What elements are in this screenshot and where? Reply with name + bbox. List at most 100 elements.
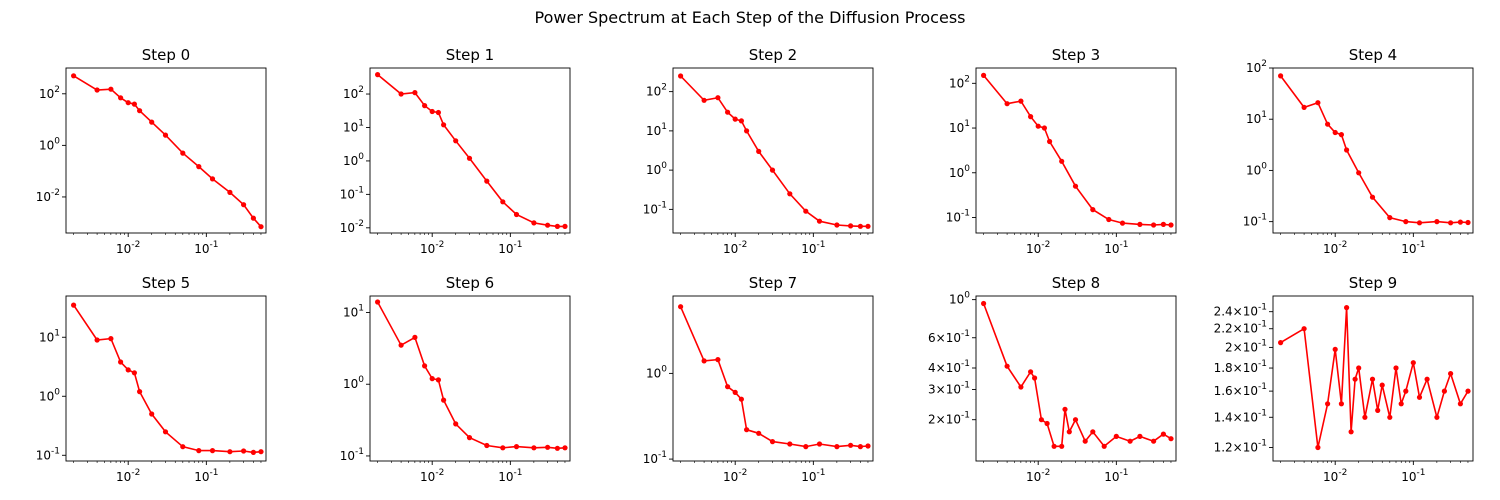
data-point: [1393, 365, 1399, 371]
data-point: [71, 302, 77, 308]
data-point: [375, 72, 381, 78]
data-point: [1066, 429, 1072, 435]
data-point: [94, 337, 100, 343]
series-line: [679, 306, 869, 448]
data-point: [196, 164, 202, 170]
data-point: [1119, 220, 1126, 226]
data-point: [678, 304, 684, 310]
data-point: [1348, 429, 1354, 435]
series-line: [377, 73, 565, 228]
y-tick-label: 1.2×10-1: [1214, 438, 1267, 454]
data-point: [125, 100, 131, 106]
data-point: [865, 223, 871, 229]
subplot-title: Step 4: [1349, 46, 1397, 64]
data-point: [1137, 221, 1143, 227]
data-point: [1090, 207, 1096, 213]
data-point: [149, 411, 155, 417]
data-point: [1416, 220, 1423, 226]
y-tick-label: 101: [343, 304, 364, 320]
data-point: [1375, 407, 1381, 413]
subplot-title: Step 2: [749, 46, 797, 64]
data-point: [1344, 305, 1350, 311]
data-point: [1448, 371, 1454, 377]
x-tick-label: 10-2: [1323, 240, 1347, 256]
subplot-title: Step 0: [142, 46, 190, 64]
data-point: [453, 138, 459, 144]
data-point: [1387, 414, 1393, 420]
data-point: [108, 336, 114, 342]
data-point: [1072, 417, 1079, 423]
y-tick-label: 100: [343, 375, 364, 391]
data-point: [1059, 158, 1065, 164]
x-tick-label: 10-1: [1104, 240, 1128, 256]
data-point: [137, 108, 143, 114]
data-point: [118, 359, 124, 365]
x-tick-label: 10-1: [1401, 240, 1425, 256]
data-point: [162, 132, 169, 138]
x-tick-label: 10-1: [194, 240, 218, 256]
y-tick-label: 2.4×10-1: [1214, 303, 1267, 319]
axes-frame: [369, 295, 571, 462]
data-point: [1160, 431, 1166, 437]
data-point: [1403, 219, 1409, 225]
data-point: [1044, 420, 1050, 427]
series-line: [1279, 75, 1469, 224]
data-point: [1106, 216, 1112, 223]
subplot-step-2: Step 2 10-2 10-1 10-1 100 101 102: [643, 46, 874, 256]
subplot-step-4: Step 4 10-2 10-1 10-1 100 101 102: [1243, 46, 1474, 256]
y-tick-label: 10-1: [340, 447, 364, 463]
data-point: [1332, 129, 1338, 136]
y-tick-label: 100: [343, 152, 364, 168]
x-tick-label: 10-2: [1323, 468, 1347, 484]
data-point: [1018, 98, 1024, 104]
data-point: [1113, 433, 1119, 439]
data-point: [484, 442, 490, 449]
data-point: [196, 448, 202, 454]
data-point: [441, 122, 447, 128]
data-point: [1398, 401, 1404, 407]
y-tick-label: 10-1: [1243, 213, 1267, 229]
y-tick-label: 1.4×10-1: [1214, 408, 1267, 424]
data-point: [1369, 194, 1376, 200]
y-tick-label: 2×10-1: [928, 411, 970, 427]
data-point: [562, 223, 568, 229]
data-point: [441, 397, 447, 403]
data-point: [857, 223, 864, 229]
subplot-step-9: Step 9 10-2 10-1 1.2×10-1 1.4×10-1 1.6×10-1 1.…: [1214, 274, 1474, 484]
data-point: [375, 299, 381, 305]
data-point: [834, 222, 840, 228]
y-tick-label: 102: [343, 85, 364, 101]
data-point: [1168, 222, 1174, 228]
data-point: [1062, 406, 1068, 412]
data-point: [398, 91, 404, 97]
data-point: [1051, 443, 1057, 449]
x-tick-label: 10-2: [116, 468, 140, 484]
data-point: [241, 448, 247, 454]
data-point: [422, 103, 428, 109]
data-point: [1151, 438, 1157, 444]
subplot-title: Step 8: [1052, 274, 1100, 292]
y-tick-label: 100: [949, 164, 970, 180]
data-point: [429, 376, 435, 382]
data-point: [250, 215, 256, 221]
data-point: [715, 95, 721, 101]
data-point: [1434, 219, 1440, 225]
subplot-title: Step 9: [1349, 274, 1397, 292]
x-tick-label: 10-1: [1104, 468, 1128, 484]
data-point: [981, 300, 987, 307]
data-point: [131, 101, 137, 107]
data-point: [1127, 438, 1133, 444]
data-point: [701, 97, 707, 103]
data-point: [1004, 101, 1010, 107]
x-tick-label: 10-1: [1401, 468, 1425, 484]
y-tick-label: 10-1: [643, 450, 667, 466]
axes-frame: [65, 67, 267, 234]
x-tick-label: 10-1: [498, 468, 522, 484]
data-point: [412, 334, 418, 340]
axes-frame: [975, 295, 1177, 462]
y-tick-label: 101: [39, 328, 60, 344]
data-point: [1301, 104, 1307, 110]
axes-frame: [672, 295, 874, 462]
y-tick-label: 2×10-1: [1225, 338, 1267, 354]
data-point: [1441, 388, 1447, 394]
